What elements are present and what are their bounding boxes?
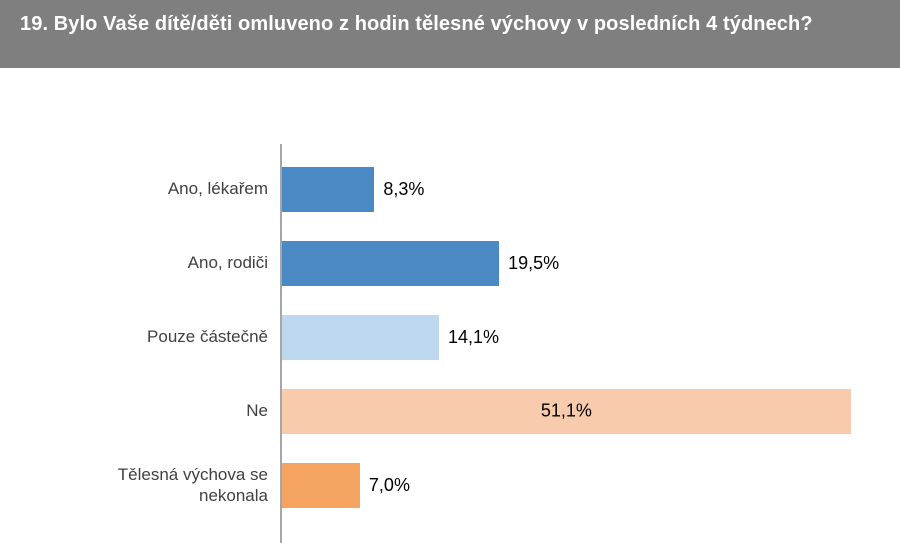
chart-row: Tělesná výchova se nekonala 7,0% — [0, 448, 900, 522]
plot-cell: 14,1% — [280, 300, 900, 374]
category-label: Ne — [246, 401, 268, 421]
chart-row: Ne 51,1% — [0, 374, 900, 448]
value-label: 8,3% — [383, 178, 425, 199]
category-label: Pouze částečně — [147, 327, 268, 347]
plot-cell: 51,1% — [280, 374, 900, 448]
bar — [282, 314, 439, 360]
value-label: 51,1% — [540, 400, 592, 421]
y-axis-line — [280, 144, 282, 543]
category-label: Tělesná výchova se nekonala — [117, 464, 268, 505]
chart-title-bar: 19. Bylo Vaše dítě/děti omluveno z hodin… — [0, 0, 900, 68]
plot-cell: 19,5% — [280, 226, 900, 300]
value-label: 19,5% — [508, 252, 560, 273]
category-label: Ano, rodiči — [187, 253, 268, 273]
value-label: 7,0% — [368, 474, 410, 495]
bar — [282, 240, 500, 286]
bar — [282, 462, 360, 508]
chart-rows: Ano, lékařem 8,3% Ano, rodiči 19,5% Pouze čá… — [0, 152, 900, 522]
value-label: 14,1% — [447, 326, 499, 347]
bar — [282, 166, 375, 212]
bar: 51,1% — [282, 388, 851, 434]
plot-cell: 8,3% — [280, 152, 900, 226]
chart-row: Pouze částečně 14,1% — [0, 300, 900, 374]
plot-cell: 7,0% — [280, 448, 900, 522]
category-label: Ano, lékařem — [167, 179, 268, 199]
bar-chart: Ano, lékařem 8,3% Ano, rodiči 19,5% Pouze čá… — [0, 144, 900, 543]
chart-row: Ano, rodiči 19,5% — [0, 226, 900, 300]
chart-row: Ano, lékařem 8,3% — [0, 152, 900, 226]
chart-title: 19. Bylo Vaše dítě/děti omluveno z hodin… — [20, 13, 813, 35]
